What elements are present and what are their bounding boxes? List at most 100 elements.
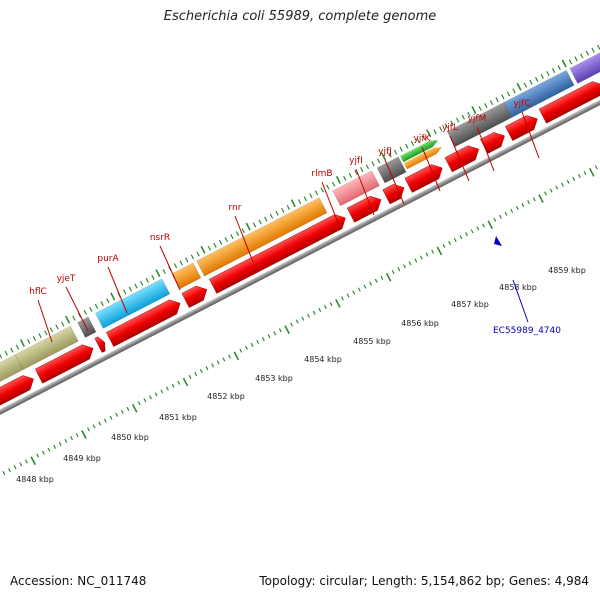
kbp-tick [273,331,277,336]
feature-track [0,42,600,476]
locus-leader-line [512,279,529,323]
scale-tick [360,167,364,173]
scale-tick [506,91,511,97]
kbp-tick [594,165,598,170]
gene-leader-line [159,245,181,291]
gene-label-hflC[interactable]: hflC [29,287,47,297]
kbp-tick [284,325,290,335]
red-gene-feature[interactable] [181,282,211,308]
kbp-tick [391,270,395,275]
kbp-tick [47,447,51,452]
kbp-tick [171,383,175,388]
scale-tick [190,254,195,260]
scale-tick [134,283,138,289]
gene-label-purA[interactable]: purA [97,254,119,264]
scale-tick [450,120,454,126]
cyan-feature[interactable] [95,278,171,329]
purple-feature[interactable] [569,42,600,84]
scale-tick [516,82,522,91]
scale-tick [561,59,567,68]
kbp-tick [290,322,294,327]
scale-tick [297,199,302,205]
red-gene-feature[interactable] [0,372,37,426]
scale-tick [27,338,31,344]
kbp-tick [103,418,107,423]
scale-tick [309,193,313,199]
scale-tick [393,149,398,155]
red-gene-feature[interactable] [404,161,446,193]
kbp-tick [329,302,333,307]
gene-leader-line [421,146,441,192]
kbp-tick [92,424,96,429]
kbp-tick [250,342,254,347]
kbp-tick [81,430,87,439]
kbp-tick [572,176,576,181]
kbp-tick [211,363,215,368]
kbp-tick [194,371,198,377]
kbp-tick [340,296,344,301]
kbp-tick [363,284,367,289]
scale-tick [173,263,178,269]
scale-tick [185,257,189,263]
gray-feature[interactable] [376,156,407,184]
gene-label-yjfM[interactable]: yjfM [468,114,487,124]
scale-tick [331,181,336,187]
pink-feature[interactable] [332,170,380,207]
gene-label-yjfJ[interactable]: yjfJ [378,147,392,157]
red-gene-feature[interactable] [106,296,184,347]
red-gene-feature[interactable] [444,142,483,173]
kbp-tick [482,223,485,228]
scale-tick [241,228,245,234]
red-gene-feature[interactable] [209,211,349,294]
kbp-tick [521,203,525,208]
kbp-tick [346,293,350,298]
scale-tick [89,306,93,312]
red-gene-feature[interactable] [505,112,541,141]
gene-label-rlmB[interactable]: rlmB [311,169,332,179]
gene-label-yjfL[interactable]: yjfL [442,123,458,133]
gene-label-yjfC[interactable]: yjfC [513,99,530,109]
red-gene-feature[interactable] [34,341,97,384]
scale-tick [123,289,127,295]
gene-label-rnr[interactable]: rnr [229,203,242,213]
kbp-tick [561,182,564,187]
scale-tick [55,324,59,330]
kbp-tick [532,197,536,202]
red-gene-feature[interactable] [94,335,109,353]
scale-tick [44,330,48,336]
gene-label-yjeT[interactable]: yjeT [57,274,76,284]
scale-tick [467,111,471,117]
scale-tick [585,50,590,56]
scale-tick [591,47,595,53]
scale-tick [72,315,76,321]
red-gene-feature[interactable] [382,181,408,205]
gene-label-yjfI[interactable]: yjfI [349,156,363,166]
green-feature[interactable] [400,137,440,163]
locus-marker-icon[interactable] [494,236,502,246]
red-gene-feature[interactable] [538,78,600,124]
scale-tick [326,184,330,190]
kbp-tick [70,436,73,441]
kbp-tick [154,392,158,397]
red-gene-feature[interactable] [346,192,385,223]
orange-feature[interactable] [196,197,328,277]
scale-tick [155,269,161,278]
kbp-tick [41,450,45,455]
gene-label-yjfK[interactable]: yjfK [414,134,432,144]
scale-tick [15,344,20,350]
kbp-tick [397,267,401,272]
orange-small-feature[interactable] [403,144,444,170]
gene-label-nsrR[interactable]: nsrR [150,233,170,243]
gene-leader-line [384,159,405,205]
scale-tick [551,68,556,74]
gene-leader-line [65,286,89,332]
scale-tick [252,222,257,228]
scale-tick [471,106,477,114]
blue-feature[interactable] [503,69,575,118]
gray-feature[interactable] [77,316,97,338]
locus-label[interactable]: EC55989_4740 [493,326,561,336]
scale-tick [94,303,99,309]
scale-tick [49,327,54,333]
olive-feature[interactable] [15,325,79,370]
